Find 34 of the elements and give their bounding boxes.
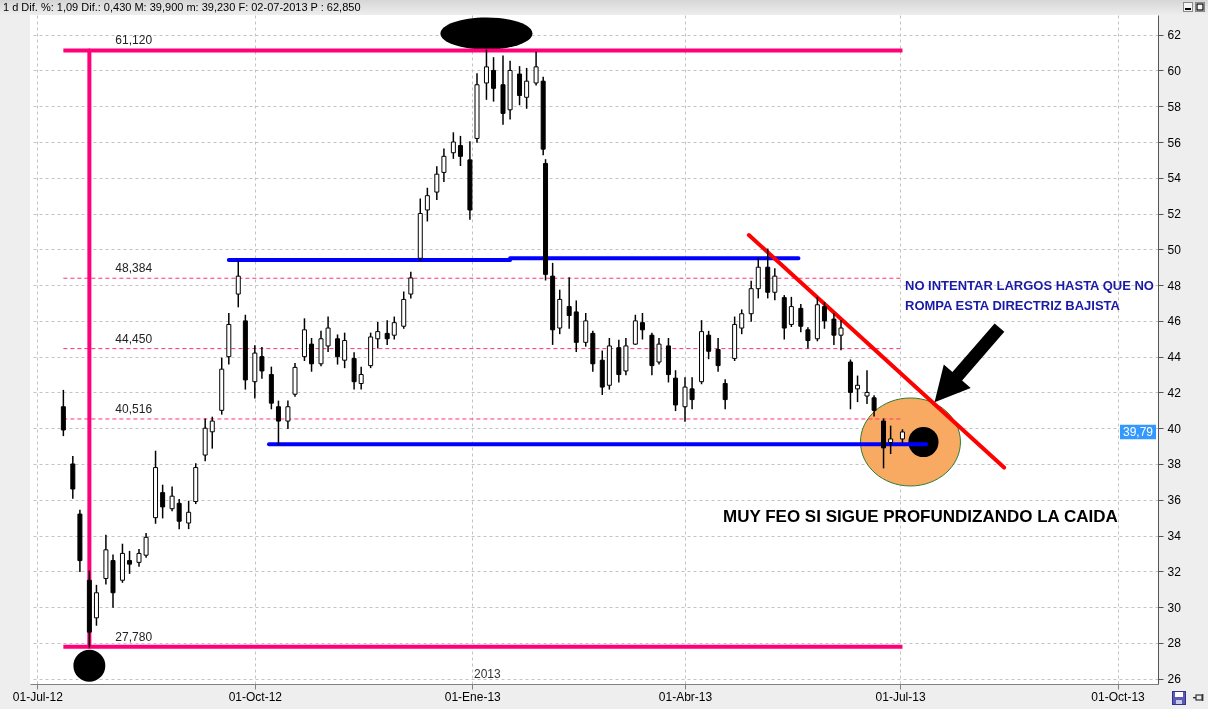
y-tick-label: 46 xyxy=(1167,314,1182,329)
ref-line-label: 61,120 xyxy=(115,33,153,48)
annotation: NO INTENTAR LARGOS HASTA QUE NO ROMPA ESTA DIRECTRIZ BAJISTA xyxy=(905,278,1154,313)
y-tick-label: 56 xyxy=(1167,135,1182,150)
annotation: 2013 xyxy=(474,667,502,681)
y-tick-label: 62 xyxy=(1167,28,1182,43)
annotation: MUY FEO SI SIGUE PROFUNDIZANDO LA CAIDA xyxy=(723,507,1118,526)
x-tick-label: 01-Ene-13 xyxy=(444,689,502,704)
ref-line-label: 40,516 xyxy=(115,401,153,416)
chart-title: 1 d Dif. %: 1,09 Dif.: 0,430 M: 39,900 m: 39,230 F: 02-07-2013 P : 62,850 xyxy=(3,1,361,13)
x-tick-label: 01-Oct-13 xyxy=(1091,689,1146,704)
y-tick-label: 52 xyxy=(1167,207,1182,222)
y-tick-label: 28 xyxy=(1167,636,1182,651)
y-tick-label: 44 xyxy=(1167,350,1182,365)
y-tick-label: 48 xyxy=(1167,278,1182,293)
ref-line-label: 44,450 xyxy=(115,331,153,346)
ref-line-label: 48,384 xyxy=(115,261,153,276)
y-tick-label: 34 xyxy=(1167,529,1182,544)
y-tick-label: 30 xyxy=(1167,600,1182,615)
y-tick-label: 26 xyxy=(1167,672,1182,687)
x-tick-label: 01-Jul-12 xyxy=(12,689,64,704)
x-tick-label: 01-Oct-12 xyxy=(228,689,283,704)
y-tick-label: 36 xyxy=(1167,493,1182,508)
y-tick-label: 54 xyxy=(1167,171,1182,186)
y-tick-label: 50 xyxy=(1167,242,1182,257)
y-tick-label: 32 xyxy=(1167,564,1182,579)
y-tick-label: 38 xyxy=(1167,457,1182,472)
y-tick-label: 40 xyxy=(1167,421,1182,436)
y-tick-label: 60 xyxy=(1167,63,1182,78)
y-tick-label: 42 xyxy=(1167,385,1182,400)
ref-line-label: 27,780 xyxy=(115,629,153,644)
y-tick-label: 58 xyxy=(1167,99,1182,114)
x-tick-label: 01-Abr-13 xyxy=(658,689,713,704)
x-tick-label: 01-Jul-13 xyxy=(875,689,926,704)
